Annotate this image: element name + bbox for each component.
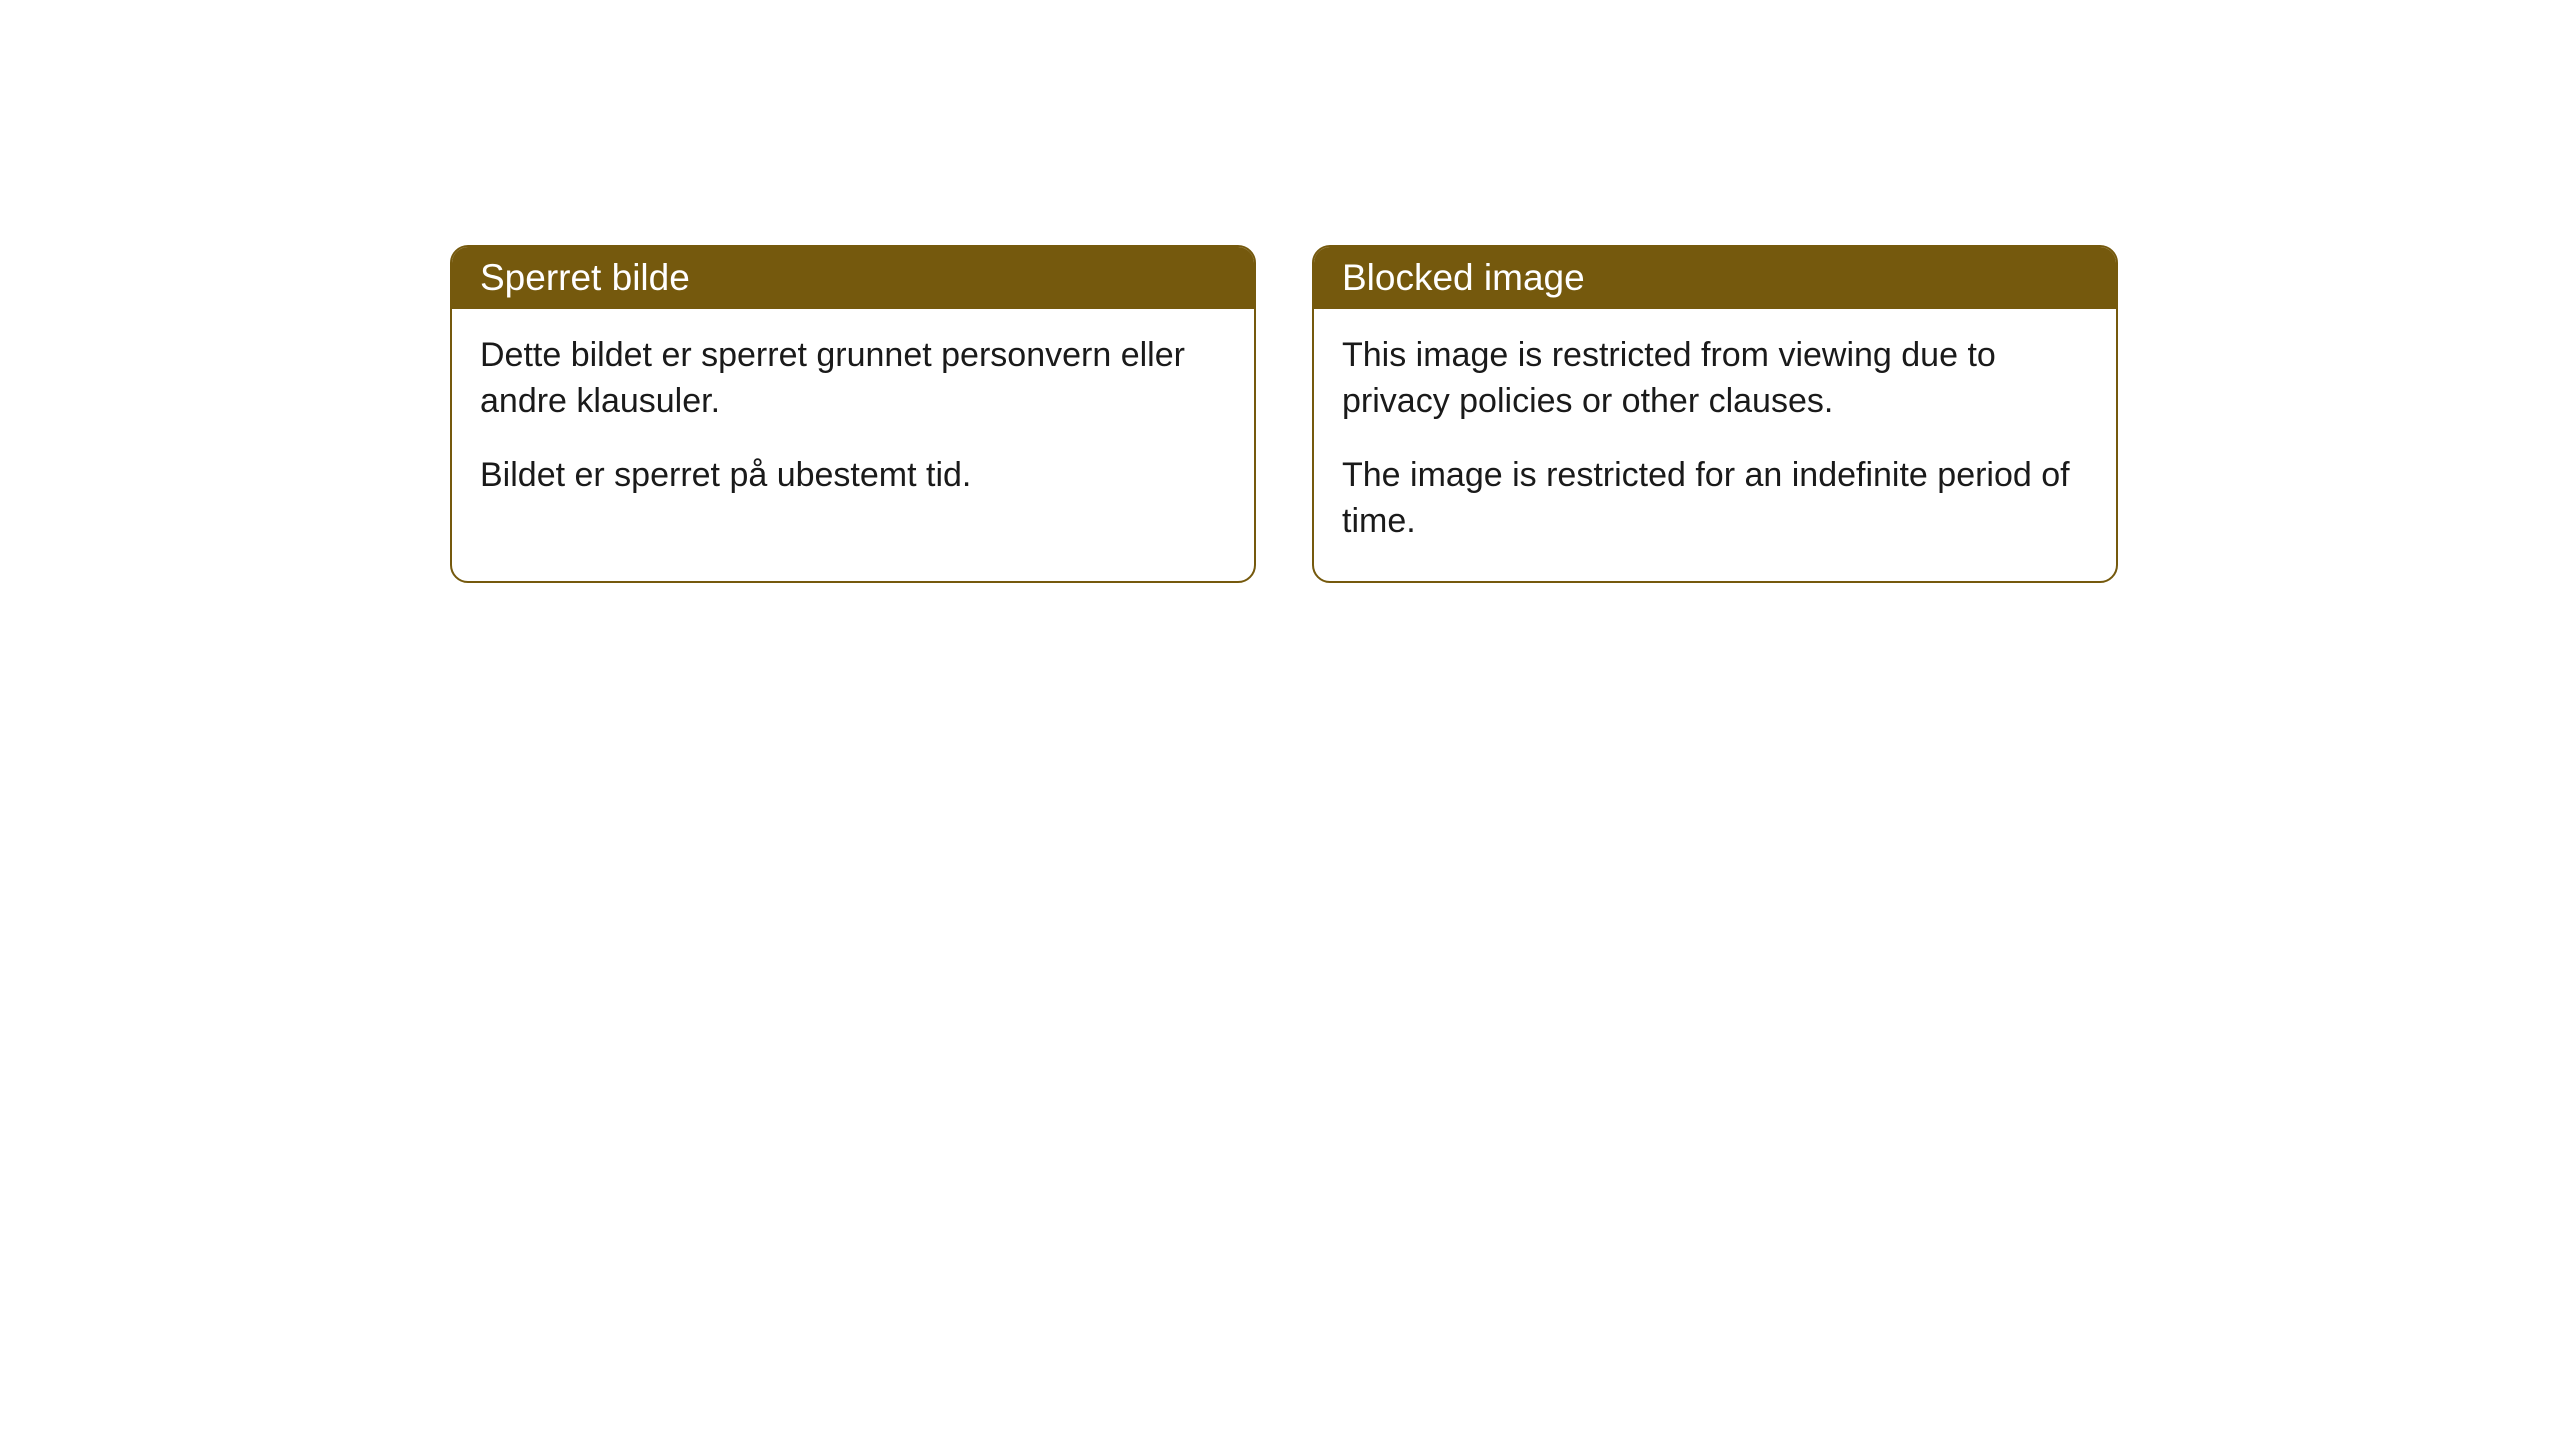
card-body: Dette bildet er sperret grunnet personve… (452, 309, 1254, 535)
card-header: Sperret bilde (452, 247, 1254, 309)
notice-cards-container: Sperret bilde Dette bildet er sperret gr… (450, 245, 2118, 583)
notice-card-norwegian: Sperret bilde Dette bildet er sperret gr… (450, 245, 1256, 583)
card-body: This image is restricted from viewing du… (1314, 309, 2116, 581)
card-paragraph: Bildet er sperret på ubestemt tid. (480, 453, 1226, 499)
card-paragraph: The image is restricted for an indefinit… (1342, 453, 2088, 545)
notice-card-english: Blocked image This image is restricted f… (1312, 245, 2118, 583)
card-paragraph: Dette bildet er sperret grunnet personve… (480, 333, 1226, 425)
card-paragraph: This image is restricted from viewing du… (1342, 333, 2088, 425)
card-header: Blocked image (1314, 247, 2116, 309)
